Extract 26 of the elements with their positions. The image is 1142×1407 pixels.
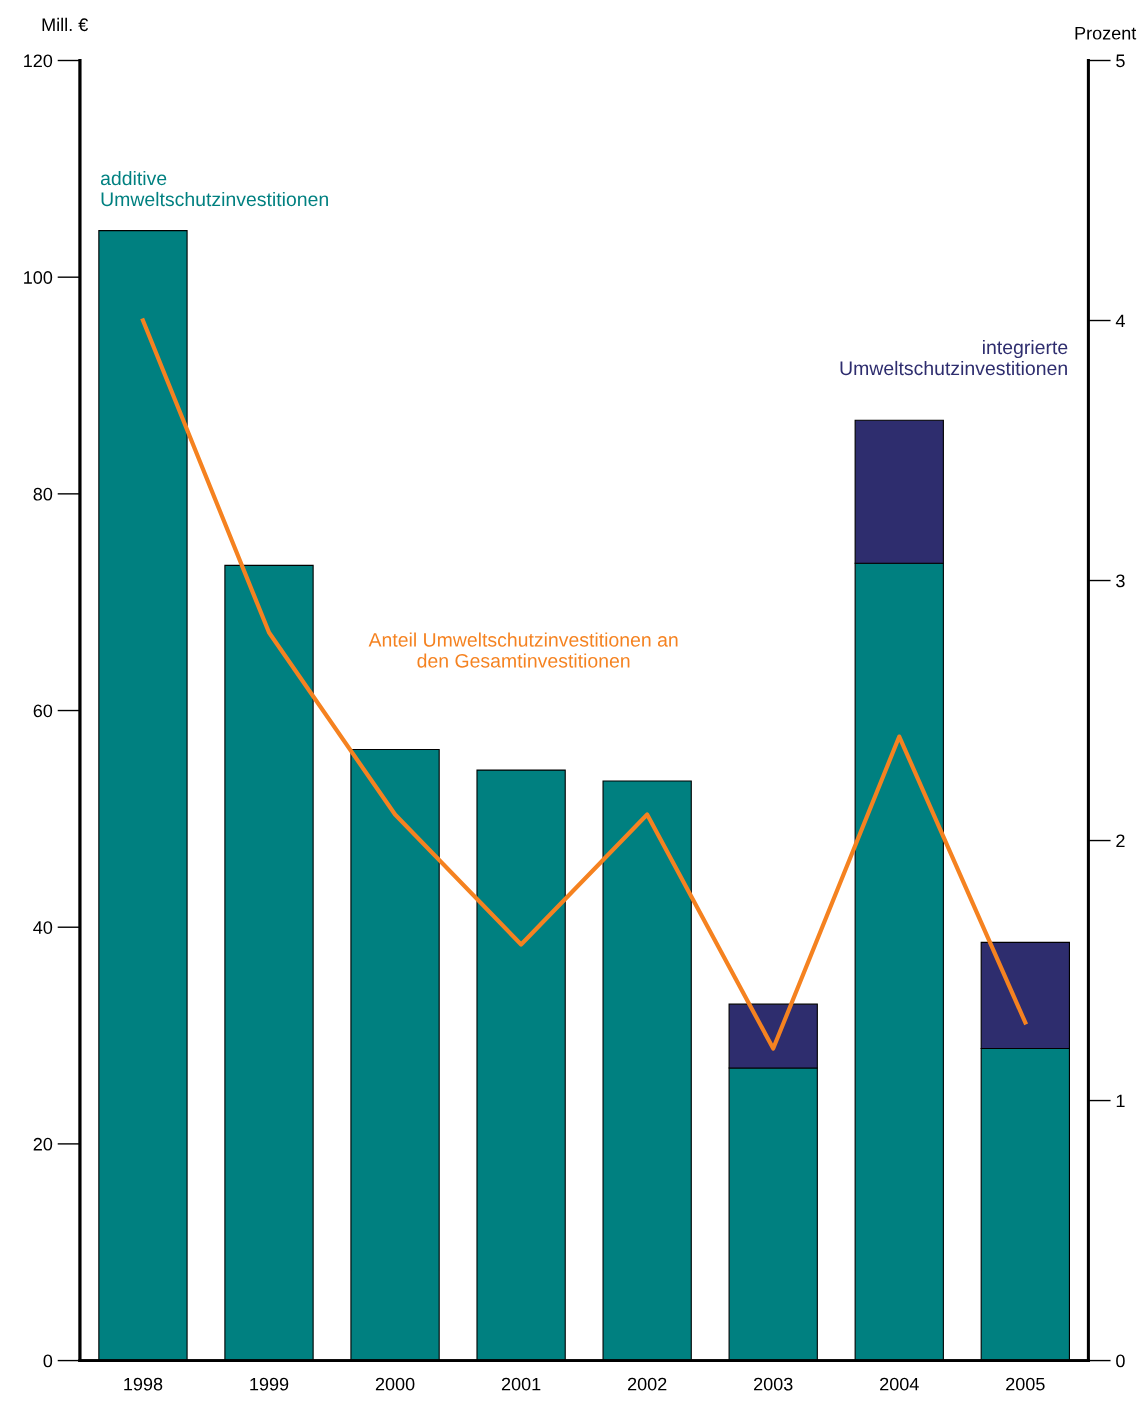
y-tick-label: 40 (33, 921, 53, 934)
x-tick-label: 2001 (501, 1377, 541, 1391)
series-label: additive Umweltschutzinvestitionen (100, 170, 328, 207)
y-tick-label: 120 (24, 54, 53, 68)
y2-tick-label: 3 (1116, 574, 1125, 588)
text: Anteil Umweltschutzinvestitionen an den Gesamtinvestitionen (368, 632, 678, 668)
y2-tick-label: 1 (1116, 1094, 1125, 1108)
y-axis-title: Mill. € (42, 17, 89, 32)
y2-tick-label: 2 (1116, 834, 1125, 848)
y-tick-label: 100 (24, 271, 53, 284)
x-tick-label: 2003 (754, 1377, 793, 1391)
y-tick-label: 80 (33, 487, 53, 501)
y2-tick-label: 4 (1115, 314, 1125, 328)
y-tick-label: 60 (33, 704, 53, 718)
y2-axis-title: Prozent (1075, 26, 1137, 40)
y2-tick-label: 0 (1116, 1354, 1125, 1368)
x-tick-label: 1998 (124, 1377, 163, 1391)
y-tick-label: 20 (33, 1137, 53, 1151)
x-tick-label: 2002 (627, 1377, 667, 1391)
x-tick-label: 2000 (375, 1377, 415, 1391)
text: integrierte Umweltschutzinvestitionen (840, 339, 1068, 376)
x-tick-label: 1999 (250, 1377, 289, 1391)
y-tick-label: 0 (43, 1354, 53, 1368)
y2-tick-label: 5 (1116, 54, 1125, 68)
x-tick-label: 2005 (1006, 1377, 1045, 1391)
x-tick-label: 2004 (880, 1377, 919, 1391)
